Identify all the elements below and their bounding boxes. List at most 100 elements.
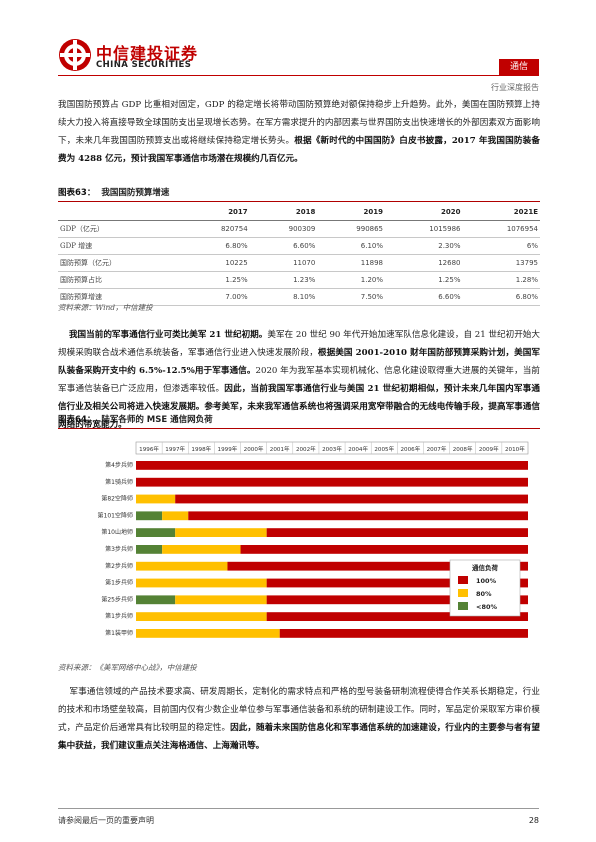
table-cell: 国防预算占比 bbox=[58, 271, 182, 289]
table-cell: 1.28% bbox=[462, 271, 540, 289]
table-cell: 6.60% bbox=[249, 237, 318, 255]
legend-swatch bbox=[458, 602, 468, 610]
bar-segment bbox=[227, 561, 528, 571]
table-cell: 1.23% bbox=[249, 271, 318, 289]
year-tick-label: 2004年 bbox=[348, 445, 368, 453]
bar-segment bbox=[266, 595, 528, 605]
paragraph-budget: 我国国防预算占 GDP 比重相对固定，GDP 的稳定增长将带动国防预算绝对额保持… bbox=[58, 96, 540, 168]
category-label: 第82空降师 bbox=[101, 495, 133, 503]
table-cell: 6.80% bbox=[462, 288, 540, 306]
figure-number: 图表63： bbox=[58, 188, 96, 198]
header-divider bbox=[58, 75, 539, 76]
disclaimer-note: 请参阅最后一页的重要声明 bbox=[58, 816, 154, 825]
figure-64-title: 图表64： 陆军各师的 MSE 通信网负荷 bbox=[58, 413, 540, 429]
year-tick-label: 2002年 bbox=[296, 445, 316, 453]
bar-segment bbox=[162, 545, 241, 554]
year-tick-label: 2009年 bbox=[479, 445, 499, 453]
year-tick-label: 1996年 bbox=[139, 445, 159, 453]
bar-segment bbox=[175, 595, 267, 605]
bar-segment bbox=[136, 494, 176, 504]
table-header-cell: 2019 bbox=[317, 203, 386, 221]
figure-63-source: 资料来源：Wind，中信建投 bbox=[58, 303, 153, 312]
year-tick-label: 1999年 bbox=[218, 445, 238, 453]
bar-segment bbox=[136, 578, 267, 588]
table-header-cell: 2021E bbox=[462, 203, 540, 221]
figure-caption: 陆军各师的 MSE 通信网负荷 bbox=[101, 415, 213, 425]
category-label: 第3步兵师 bbox=[105, 545, 133, 553]
year-tick-label: 2005年 bbox=[374, 445, 394, 453]
figure-caption: 我国国防预算增速 bbox=[101, 188, 170, 198]
table-cell: 国防预算增速 bbox=[58, 288, 182, 306]
table-cell: 6.80% bbox=[182, 237, 250, 255]
mse-load-chart: 1996年 1997年 1998年 1999年 2000年 2001年 2002年 2003年… bbox=[58, 432, 540, 644]
category-label: 第1步兵师 bbox=[105, 612, 133, 620]
table-cell: 11070 bbox=[249, 254, 318, 272]
table-cell: 1015986 bbox=[385, 220, 463, 238]
table-cell: 6.10% bbox=[317, 237, 386, 255]
paragraph-text: 军事通信领域的产品技术要求高、研发周期长，定制化的需求特点和严格的型号装备研制流… bbox=[58, 687, 540, 733]
report-type: 行业深度报告 bbox=[491, 83, 539, 92]
year-tick-label: 1998年 bbox=[191, 445, 211, 453]
paragraph-text: 美军在 20 世纪 90 年代开始加速军队信息化建设，自 21 世纪初开始大规模… bbox=[58, 330, 540, 358]
paragraph-text: 我国国防预算占 GDP 比重相对固定，GDP 的稳定增长将带动国防预算绝对额保持… bbox=[58, 100, 540, 146]
footer-divider bbox=[58, 808, 539, 809]
year-header bbox=[135, 441, 529, 455]
year-tick-label: 2003年 bbox=[322, 445, 342, 453]
table-cell: 国防预算（亿元） bbox=[58, 254, 182, 272]
chart-svg: 1996年 1997年 1998年 1999年 2000年 2001年 2002年 2003年… bbox=[98, 441, 529, 638]
bar-segment bbox=[136, 545, 163, 554]
paragraph-conclusion: 军事通信领域的产品技术要求高、研发周期长，定制化的需求特点和严格的型号装备研制流… bbox=[58, 683, 540, 755]
table-row: 国防预算（亿元） 10225 11070 11898 12680 13795 bbox=[58, 254, 540, 272]
table-cell: 6.60% bbox=[385, 288, 463, 306]
legend-swatch bbox=[458, 589, 468, 597]
table-cell: 1.25% bbox=[182, 271, 250, 289]
defense-budget-table: 2017 2018 2019 2020 2021E GDP（亿元） 820754… bbox=[58, 203, 540, 306]
year-tick-label: 2010年 bbox=[505, 445, 525, 453]
table-cell: 7.00% bbox=[182, 288, 250, 306]
table-cell: 13795 bbox=[462, 254, 540, 272]
bar-segment bbox=[279, 629, 528, 638]
table-header-cell bbox=[58, 203, 182, 221]
table-cell: 7.50% bbox=[317, 288, 386, 306]
year-tick-label: 2007年 bbox=[427, 445, 447, 453]
legend-label: 80% bbox=[476, 590, 492, 598]
table-header-cell: 2020 bbox=[385, 203, 463, 221]
table-row: GDP（亿元） 820754 900309 990865 1015986 107… bbox=[58, 220, 540, 238]
bar-segment bbox=[136, 612, 267, 621]
table-cell: 1.25% bbox=[385, 271, 463, 289]
table-header-cell: 2018 bbox=[249, 203, 318, 221]
year-tick-label: 1997年 bbox=[165, 445, 185, 453]
figure-64-source: 资料来源：《美军网络中心战》，中信建投 bbox=[58, 663, 197, 672]
page-number: 28 bbox=[528, 816, 539, 825]
bar-segment bbox=[136, 561, 228, 571]
figure-number: 图表64： bbox=[58, 415, 96, 425]
table-header-row: 2017 2018 2019 2020 2021E bbox=[58, 203, 540, 221]
bar-segment bbox=[136, 528, 176, 537]
bar-segment bbox=[266, 528, 528, 537]
section-tag: 通信 bbox=[499, 59, 539, 75]
table-row: GDP 增速 6.80% 6.60% 6.10% 2.30% 6% bbox=[58, 237, 540, 255]
paragraph-highlight: 根据《新时代的中国国防》白皮书披露，2017 年我国国防装备费为 4288 亿元… bbox=[58, 136, 540, 164]
bar-segment bbox=[240, 545, 529, 554]
table-cell: 1076954 bbox=[462, 220, 540, 238]
legend-swatch bbox=[458, 576, 468, 584]
year-tick-label: 2001年 bbox=[270, 445, 290, 453]
table-cell: GDP 增速 bbox=[58, 237, 182, 255]
category-label: 第25步兵师 bbox=[101, 595, 133, 603]
category-label: 第1步兵师 bbox=[105, 579, 133, 587]
paragraph-highlight: 因此，随着未来国防信息化和军事通信系统的加速建设，行业内的主要参与者有望集中获益… bbox=[58, 723, 540, 751]
legend-label: 100% bbox=[476, 577, 497, 585]
bar-segment bbox=[266, 612, 528, 621]
category-label: 第2步兵师 bbox=[105, 562, 133, 570]
paragraph-text: 2020 年为我军基本实现机械化、信息化建设取得重大进展的关键年，当前军事通信装… bbox=[58, 366, 540, 394]
table-row: 国防预算增速 7.00% 8.10% 7.50% 6.60% 6.80% bbox=[58, 288, 540, 306]
bar-segment bbox=[266, 578, 528, 588]
category-label: 第101空降师 bbox=[98, 511, 133, 519]
bar-segment bbox=[188, 511, 528, 521]
company-logo: 中信建投证券 CHINA SECURITIES bbox=[58, 38, 208, 78]
table-row: 国防预算占比 1.25% 1.23% 1.20% 1.25% 1.28% bbox=[58, 271, 540, 289]
bar-segment bbox=[136, 629, 280, 638]
table-cell: 2.30% bbox=[385, 237, 463, 255]
bar-segment bbox=[136, 511, 163, 521]
table-cell: 900309 bbox=[249, 220, 318, 238]
